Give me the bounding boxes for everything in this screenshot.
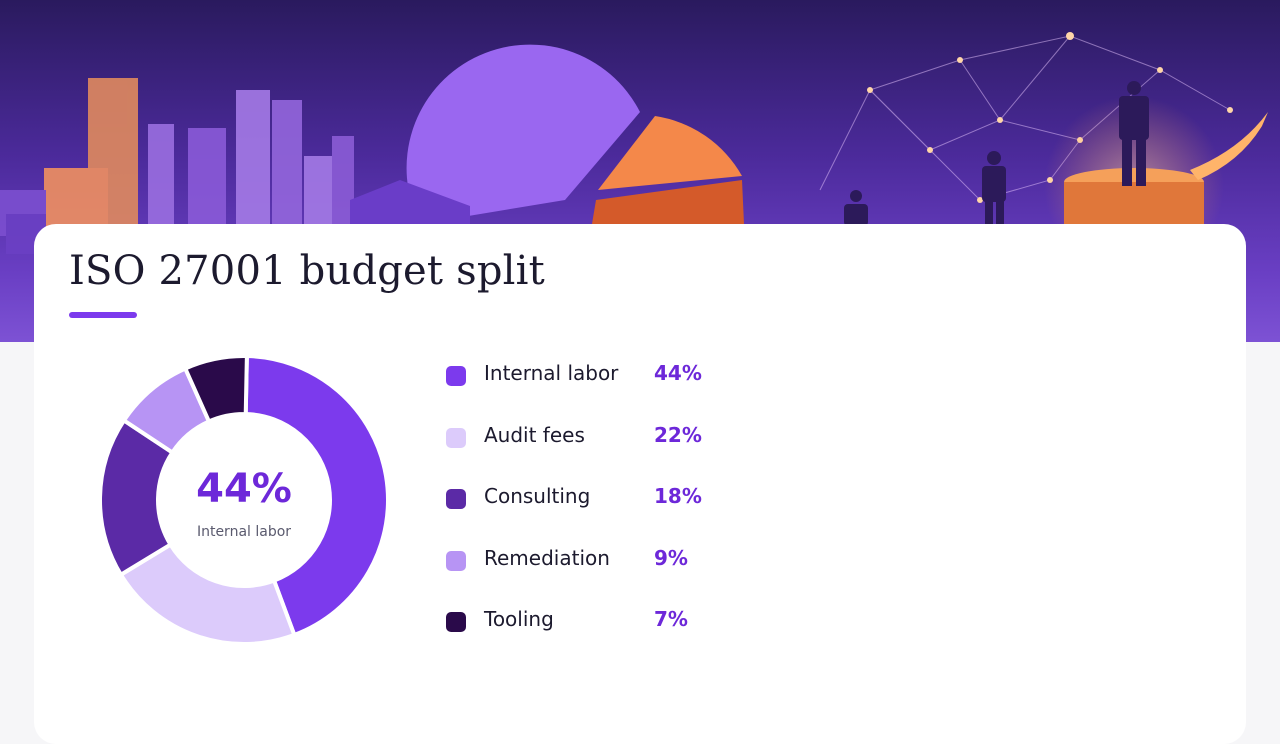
donut-slice-tooling	[182, 354, 249, 425]
chart-legend: Internal labor 44% Audit fees 22% Consul…	[446, 358, 766, 666]
legend-value: 9%	[654, 545, 688, 570]
legend-swatch	[446, 550, 466, 571]
chart-title: ISO 27001 budget split	[69, 248, 545, 294]
legend-label: Audit fees	[484, 422, 585, 447]
legend-value: 7%	[654, 607, 688, 631]
donut-chart: 44% Internal labor	[98, 353, 390, 646]
legend-swatch	[446, 489, 466, 509]
chart-card: ISO 27001 budget split 44% Internal labo…	[34, 224, 1246, 744]
legend-label: Tooling	[484, 607, 554, 631]
legend-item: Tooling 7%	[446, 604, 766, 666]
legend-item: Consulting 18%	[446, 481, 766, 543]
title-underline	[69, 312, 137, 318]
legend-value: 18%	[654, 484, 702, 508]
legend-label: Internal labor	[484, 361, 619, 385]
legend-label: Consulting	[484, 484, 591, 508]
legend-item: Remediation 9%	[446, 543, 766, 605]
center-label: Internal labor	[197, 524, 291, 540]
legend-swatch	[446, 612, 466, 632]
legend-label: Remediation	[484, 545, 610, 570]
legend-value: 22%	[654, 422, 702, 447]
legend-swatch	[446, 366, 466, 386]
donut-slice-internal-labor	[243, 353, 390, 638]
legend-swatch	[446, 427, 466, 448]
legend-item: Internal labor 44%	[446, 358, 766, 420]
center-value: 44%	[196, 466, 292, 512]
legend-value: 44%	[654, 361, 702, 385]
legend-item: Audit fees 22%	[446, 420, 766, 482]
